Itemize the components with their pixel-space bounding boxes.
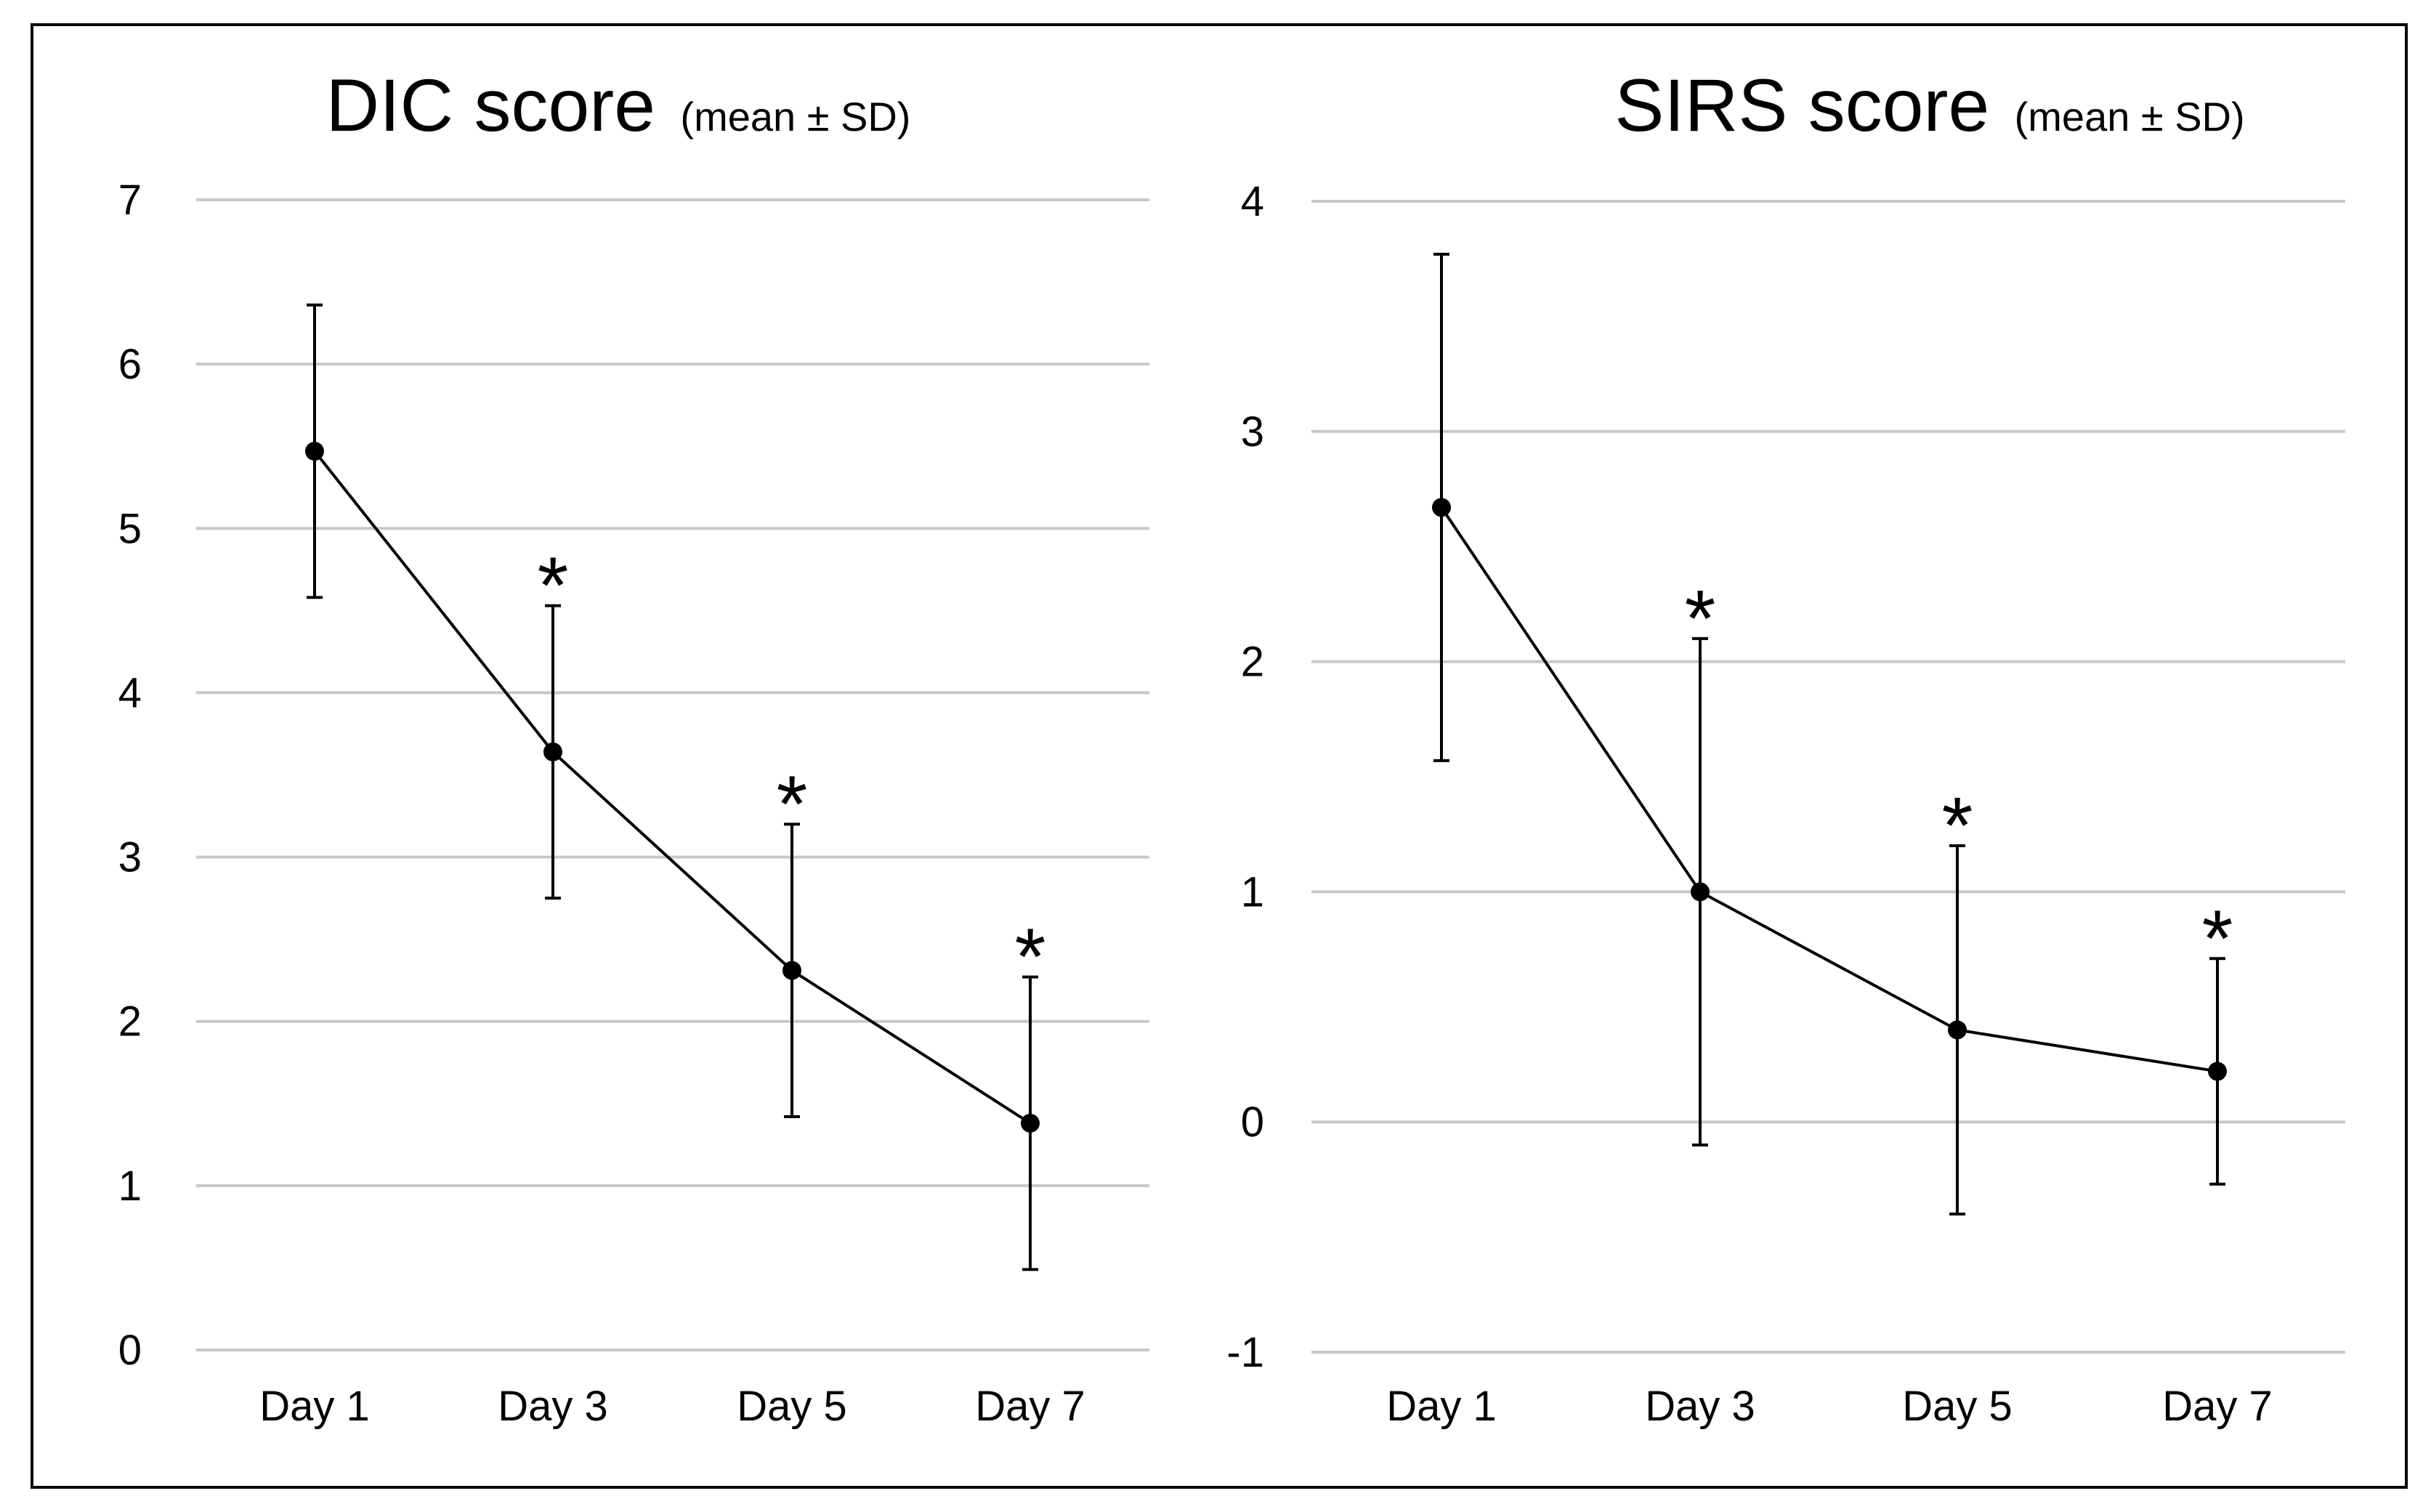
sirs-y-tick-label: 2 xyxy=(1241,639,1264,686)
dic-y-tick-label: 3 xyxy=(118,834,142,881)
sirs-x-tick-label: Day 1 xyxy=(1386,1383,1497,1430)
dic-x-tick-label: Day 3 xyxy=(498,1383,608,1430)
sirs-x-tick-label: Day 7 xyxy=(2162,1383,2273,1430)
sirs-gridlines xyxy=(1311,200,2345,1354)
dic-data-point xyxy=(782,961,801,980)
dic-y-tick-label: 1 xyxy=(118,1163,142,1210)
sirs-y-tick-label: 1 xyxy=(1241,868,1264,915)
dic-significance-marker: * xyxy=(777,759,808,849)
dic-y-tick-label: 5 xyxy=(118,505,142,552)
dic-y-axis: 0 1 2 3 4 5 6 7 xyxy=(118,177,142,1374)
sirs-significance-marker: * xyxy=(1942,781,1973,870)
sirs-series: * * * xyxy=(1432,252,2233,1216)
dic-y-tick-label: 7 xyxy=(118,177,142,224)
dic-y-tick-label: 0 xyxy=(118,1327,142,1374)
dic-chart-title-suffix: (mean ± SD) xyxy=(680,94,910,140)
dic-data-point xyxy=(1021,1113,1040,1133)
dic-x-tick-label: Day 5 xyxy=(737,1383,847,1430)
dic-series: * * * xyxy=(305,303,1046,1272)
figure-frame xyxy=(31,23,2408,1489)
dic-x-axis: Day 1 Day 3 Day 5 Day 7 xyxy=(259,1383,1085,1430)
sirs-y-axis: -1 0 1 2 3 4 xyxy=(1226,178,1264,1376)
dic-significance-marker: * xyxy=(1015,913,1046,1002)
dic-y-tick-label: 6 xyxy=(118,341,142,388)
sirs-y-tick-label: -1 xyxy=(1226,1329,1264,1376)
sirs-data-point xyxy=(2208,1062,2227,1081)
dic-data-point xyxy=(305,441,324,461)
dic-x-tick-label: Day 7 xyxy=(975,1383,1085,1430)
sirs-y-tick-label: 4 xyxy=(1241,178,1264,225)
sirs-chart-title-suffix: (mean ± SD) xyxy=(2015,94,2245,140)
sirs-y-tick-label: 3 xyxy=(1241,408,1264,456)
sirs-x-axis: Day 1 Day 3 Day 5 Day 7 xyxy=(1386,1383,2273,1430)
sirs-x-tick-label: Day 5 xyxy=(1902,1383,2013,1430)
sirs-x-tick-label: Day 3 xyxy=(1645,1383,1755,1430)
dic-gridlines xyxy=(196,198,1149,1351)
sirs-data-point xyxy=(1691,882,1710,902)
sirs-significance-marker: * xyxy=(2202,894,2233,983)
sirs-chart-title-main: SIRS score xyxy=(1614,64,1989,147)
sirs-data-point xyxy=(1948,1020,1967,1040)
dic-chart-title-main: DIC score xyxy=(326,64,655,147)
dic-chart-title: DIC score (mean ± SD) xyxy=(326,64,911,147)
sirs-y-tick-label: 0 xyxy=(1241,1099,1264,1146)
dic-series-line xyxy=(313,450,1032,1125)
dic-x-tick-label: Day 1 xyxy=(259,1383,370,1430)
sirs-chart-title: SIRS score (mean ± SD) xyxy=(1614,64,2244,147)
dic-y-tick-label: 4 xyxy=(118,669,142,716)
dic-data-point xyxy=(543,742,562,761)
sirs-data-point xyxy=(1432,498,1451,517)
dic-y-tick-label: 2 xyxy=(118,998,142,1046)
sirs-series-line xyxy=(1440,506,2218,1073)
dic-significance-marker: * xyxy=(538,541,569,631)
sirs-significance-marker: * xyxy=(1685,574,1716,663)
